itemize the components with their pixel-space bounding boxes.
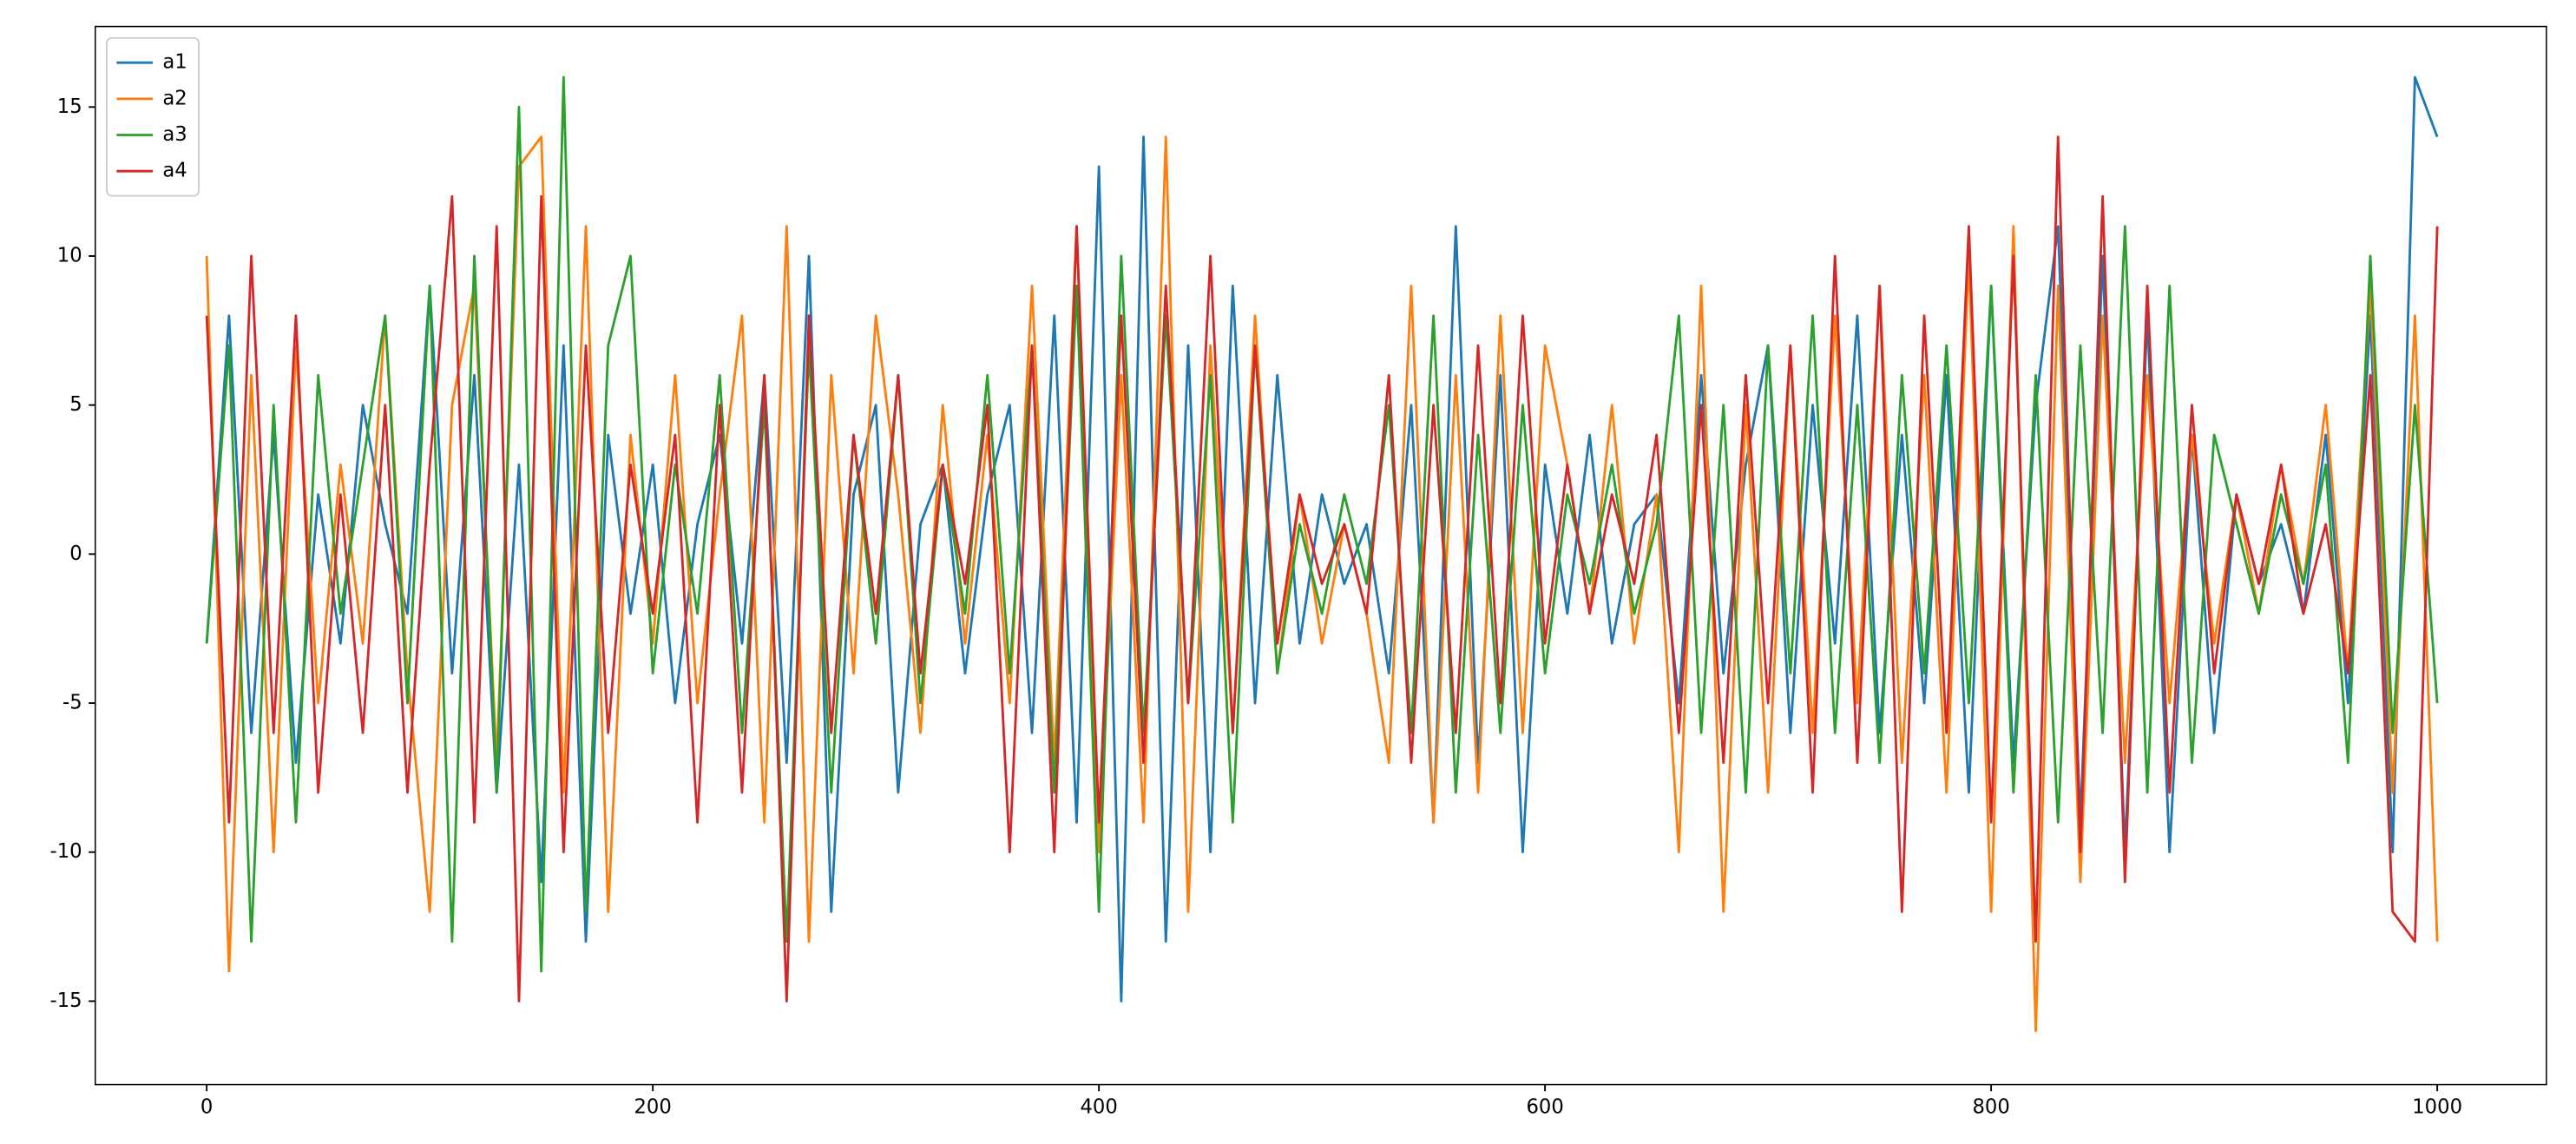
legend-label: a1 <box>162 51 187 74</box>
series-line <box>205 135 2439 1033</box>
x-tick-label: 0 <box>200 1096 213 1119</box>
y-tick-label: -10 <box>50 840 82 863</box>
y-tick-label: -15 <box>50 989 82 1012</box>
plot-frame <box>95 25 2547 1086</box>
x-tick-label: 400 <box>1080 1096 1117 1119</box>
x-tick-label: 1000 <box>2412 1096 2462 1119</box>
series-line <box>205 76 2439 973</box>
legend-label: a3 <box>162 123 187 146</box>
y-tick-label: 5 <box>69 393 82 416</box>
x-tick-label: 800 <box>1972 1096 2009 1119</box>
x-tick-label: 600 <box>1526 1096 1563 1119</box>
x-tick-label: 200 <box>634 1096 671 1119</box>
legend-label: a4 <box>162 160 187 182</box>
legend: a1 a2 a3 a4 <box>106 36 200 197</box>
series-line <box>205 76 2439 1003</box>
legend-label: a2 <box>162 87 187 109</box>
legend-box <box>106 36 200 197</box>
y-tick-label: 10 <box>57 244 82 266</box>
y-tick-label: 0 <box>69 542 82 565</box>
series-line <box>205 135 2439 1003</box>
y-tick-label: -5 <box>62 692 82 714</box>
y-tick-label: 15 <box>57 95 82 118</box>
